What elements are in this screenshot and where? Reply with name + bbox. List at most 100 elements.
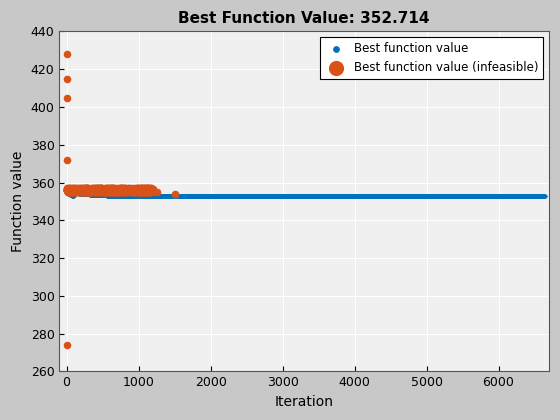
Best function value bbox=[158, 193, 167, 199]
Best function value bbox=[174, 193, 183, 199]
Best function value (infeasible) bbox=[110, 185, 119, 192]
Best function value bbox=[137, 193, 146, 199]
Best function value bbox=[242, 193, 251, 199]
Best function value bbox=[323, 193, 332, 199]
Best function value bbox=[483, 193, 492, 199]
Best function value bbox=[72, 189, 81, 196]
Best function value bbox=[426, 193, 435, 199]
Best function value bbox=[461, 193, 470, 199]
Best function value bbox=[222, 193, 231, 199]
Best function value bbox=[96, 192, 105, 199]
Best function value bbox=[512, 193, 521, 199]
Best function value bbox=[477, 193, 486, 199]
Best function value (infeasible) bbox=[128, 185, 137, 192]
Best function value bbox=[119, 193, 128, 199]
Best function value bbox=[69, 189, 78, 196]
Best function value bbox=[157, 193, 166, 199]
Best function value bbox=[276, 193, 285, 199]
Best function value bbox=[108, 192, 116, 199]
Best function value (infeasible) bbox=[134, 186, 143, 193]
Best function value bbox=[262, 193, 271, 199]
Best function value bbox=[462, 193, 471, 199]
Best function value bbox=[211, 193, 220, 199]
Best function value (infeasible) bbox=[125, 185, 134, 192]
Best function value bbox=[140, 193, 149, 199]
Best function value bbox=[173, 193, 182, 199]
Best function value bbox=[497, 193, 506, 199]
Best function value (infeasible) bbox=[123, 188, 132, 195]
Best function value (infeasible) bbox=[94, 186, 102, 193]
Best function value bbox=[244, 193, 253, 199]
Best function value (infeasible) bbox=[145, 188, 154, 194]
Best function value bbox=[512, 193, 521, 199]
Best function value bbox=[234, 193, 242, 199]
Best function value bbox=[240, 193, 249, 199]
Best function value bbox=[200, 193, 209, 199]
Best function value bbox=[488, 193, 497, 199]
Best function value bbox=[273, 193, 282, 199]
Best function value bbox=[149, 193, 158, 199]
Best function value bbox=[107, 192, 116, 199]
Best function value bbox=[475, 193, 484, 199]
Best function value bbox=[457, 193, 466, 199]
Best function value bbox=[298, 193, 307, 199]
Best function value bbox=[184, 193, 193, 199]
Best function value bbox=[252, 193, 261, 199]
Best function value bbox=[365, 193, 374, 199]
Best function value bbox=[403, 193, 412, 199]
Best function value bbox=[305, 193, 314, 199]
Best function value bbox=[164, 193, 172, 199]
Best function value bbox=[300, 193, 309, 199]
Best function value bbox=[73, 190, 82, 197]
Best function value (infeasible) bbox=[91, 187, 100, 194]
Best function value bbox=[166, 193, 175, 199]
Best function value bbox=[413, 193, 422, 199]
Best function value bbox=[538, 193, 547, 199]
Best function value bbox=[391, 193, 400, 199]
Best function value bbox=[228, 193, 237, 199]
Best function value bbox=[424, 193, 433, 199]
Best function value bbox=[477, 193, 486, 199]
Best function value bbox=[111, 192, 120, 199]
Best function value bbox=[274, 193, 283, 199]
Best function value (infeasible) bbox=[85, 188, 94, 195]
Best function value bbox=[158, 193, 167, 199]
Best function value (infeasible) bbox=[101, 186, 110, 193]
Best function value bbox=[103, 192, 112, 199]
Best function value bbox=[531, 193, 540, 199]
Best function value bbox=[374, 193, 383, 199]
Best function value bbox=[409, 193, 418, 199]
Best function value bbox=[198, 193, 207, 199]
Best function value bbox=[268, 193, 277, 199]
Best function value bbox=[185, 193, 194, 199]
Best function value bbox=[390, 193, 399, 199]
Best function value bbox=[461, 193, 470, 199]
Best function value bbox=[519, 193, 528, 199]
Best function value bbox=[90, 192, 99, 198]
Best function value bbox=[390, 193, 399, 199]
Best function value (infeasible) bbox=[109, 186, 118, 193]
Best function value bbox=[441, 193, 450, 199]
Best function value (infeasible) bbox=[111, 185, 120, 192]
Best function value (infeasible) bbox=[136, 187, 144, 194]
Best function value (infeasible) bbox=[97, 188, 106, 195]
Best function value bbox=[512, 193, 521, 199]
Best function value (infeasible) bbox=[81, 186, 90, 193]
Best function value bbox=[86, 191, 95, 198]
Best function value (infeasible) bbox=[148, 186, 157, 192]
Best function value bbox=[62, 188, 71, 194]
Best function value bbox=[539, 193, 548, 199]
Best function value bbox=[128, 193, 137, 199]
Best function value (infeasible) bbox=[79, 187, 88, 194]
Best function value bbox=[205, 193, 214, 199]
Best function value bbox=[197, 193, 206, 199]
Best function value bbox=[151, 193, 160, 199]
Best function value (infeasible) bbox=[94, 187, 102, 194]
Best function value bbox=[115, 192, 124, 199]
Best function value bbox=[299, 193, 308, 199]
Best function value bbox=[73, 190, 82, 197]
Best function value bbox=[307, 193, 316, 199]
Best function value (infeasible) bbox=[85, 186, 94, 193]
Best function value bbox=[284, 193, 293, 199]
Best function value bbox=[230, 193, 239, 199]
